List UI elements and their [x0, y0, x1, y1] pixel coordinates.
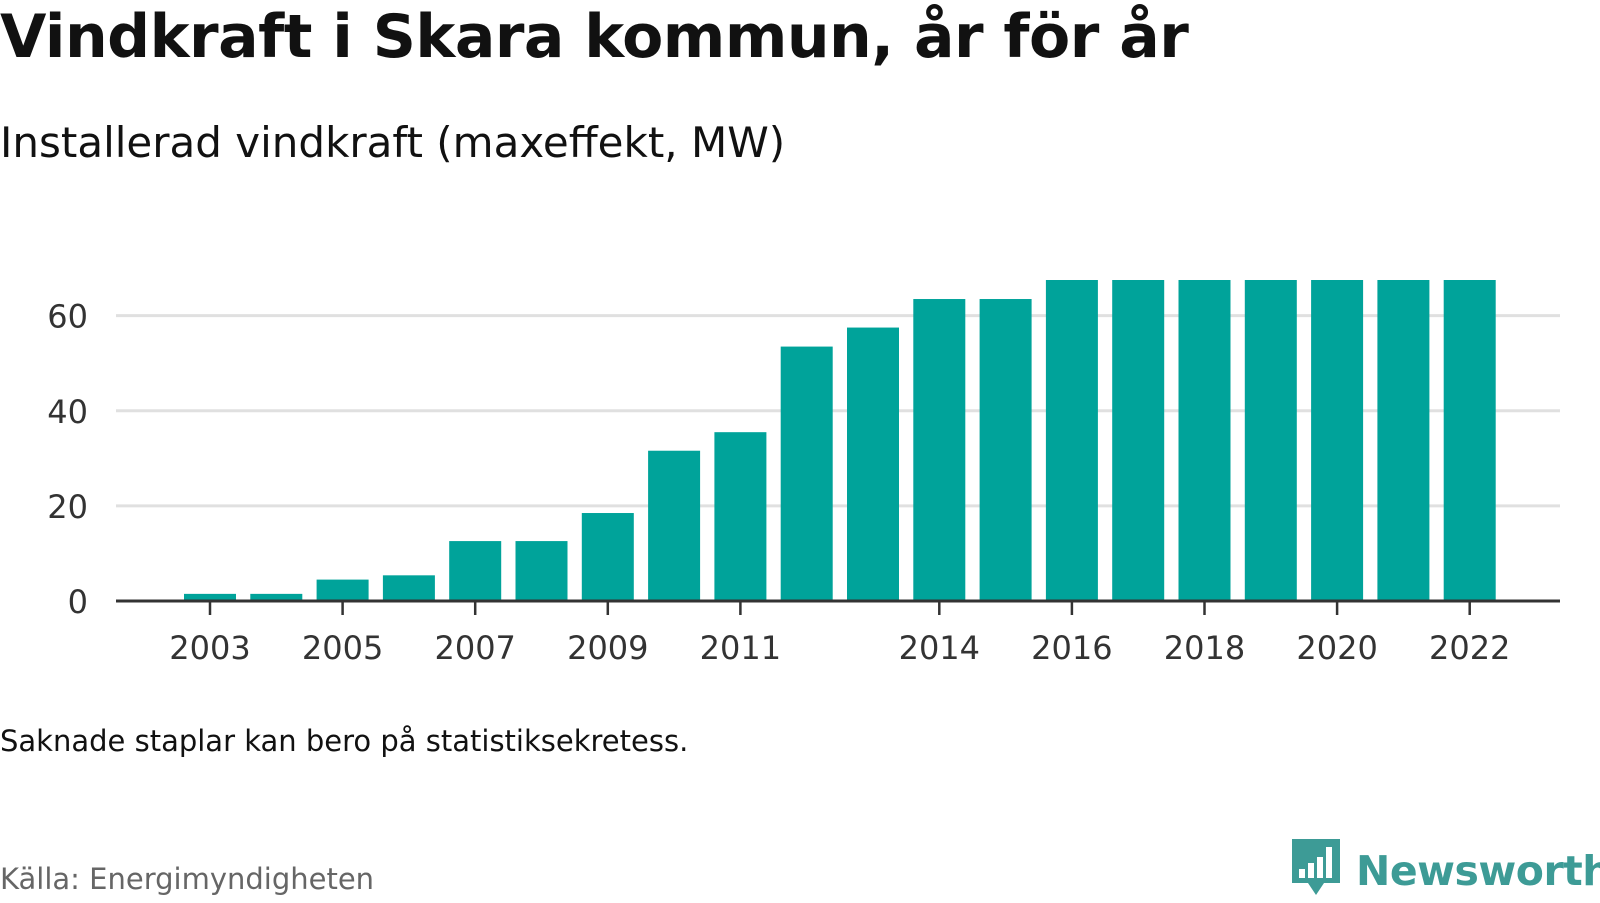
source-text: Källa: Energimyndigheten: [0, 862, 375, 896]
bar: [382, 575, 435, 601]
x-tick-label: 2016: [1031, 629, 1112, 667]
bar-chart: 0 20 40 60 2003 2005 2007 2009 2011 2014 2016 2018 2…: [47, 280, 1560, 667]
bar: [515, 541, 568, 601]
bar: [581, 513, 634, 601]
bar: [714, 432, 767, 601]
y-tick-label: 0: [68, 583, 88, 621]
bar: [1377, 280, 1430, 601]
chart-title: Vindkraft i Skara kommun, år för år: [0, 2, 1189, 72]
x-tick-label: 2009: [567, 629, 648, 667]
chart-subtitle: Installerad vindkraft (maxeffekt, MW): [0, 118, 786, 167]
bar: [1443, 280, 1496, 601]
bar: [1112, 280, 1165, 601]
brand-logo: Newsworthy: [1290, 839, 1600, 903]
bar: [316, 579, 369, 601]
x-tick-label: 2014: [899, 629, 980, 667]
brand-name: Newsworthy: [1356, 847, 1600, 895]
bar: [449, 541, 502, 601]
bar: [250, 593, 303, 601]
y-tick-label: 40: [47, 393, 88, 431]
bar: [979, 299, 1032, 601]
x-tick-label: 2018: [1164, 629, 1245, 667]
x-tick-label: 2022: [1429, 629, 1510, 667]
bar: [913, 299, 966, 601]
x-tick-label: 2011: [700, 629, 781, 667]
footnote: Saknade staplar kan bero på statistiksek…: [0, 724, 689, 758]
x-tick-label: 2020: [1296, 629, 1377, 667]
bar: [1045, 280, 1098, 601]
x-tick-label: 2005: [302, 629, 383, 667]
bar: [847, 327, 899, 601]
y-tick-label: 60: [47, 298, 88, 336]
bar: [1178, 280, 1231, 601]
y-tick-label: 20: [47, 488, 88, 526]
bar: [1311, 280, 1364, 601]
x-tick-label: 2007: [434, 629, 515, 667]
bar: [648, 450, 701, 601]
bar: [1244, 280, 1297, 601]
bar: [780, 346, 833, 601]
bar-chart-speech-bubble-icon: [1290, 839, 1342, 903]
x-tick-label: 2003: [169, 629, 250, 667]
bar: [184, 593, 236, 601]
